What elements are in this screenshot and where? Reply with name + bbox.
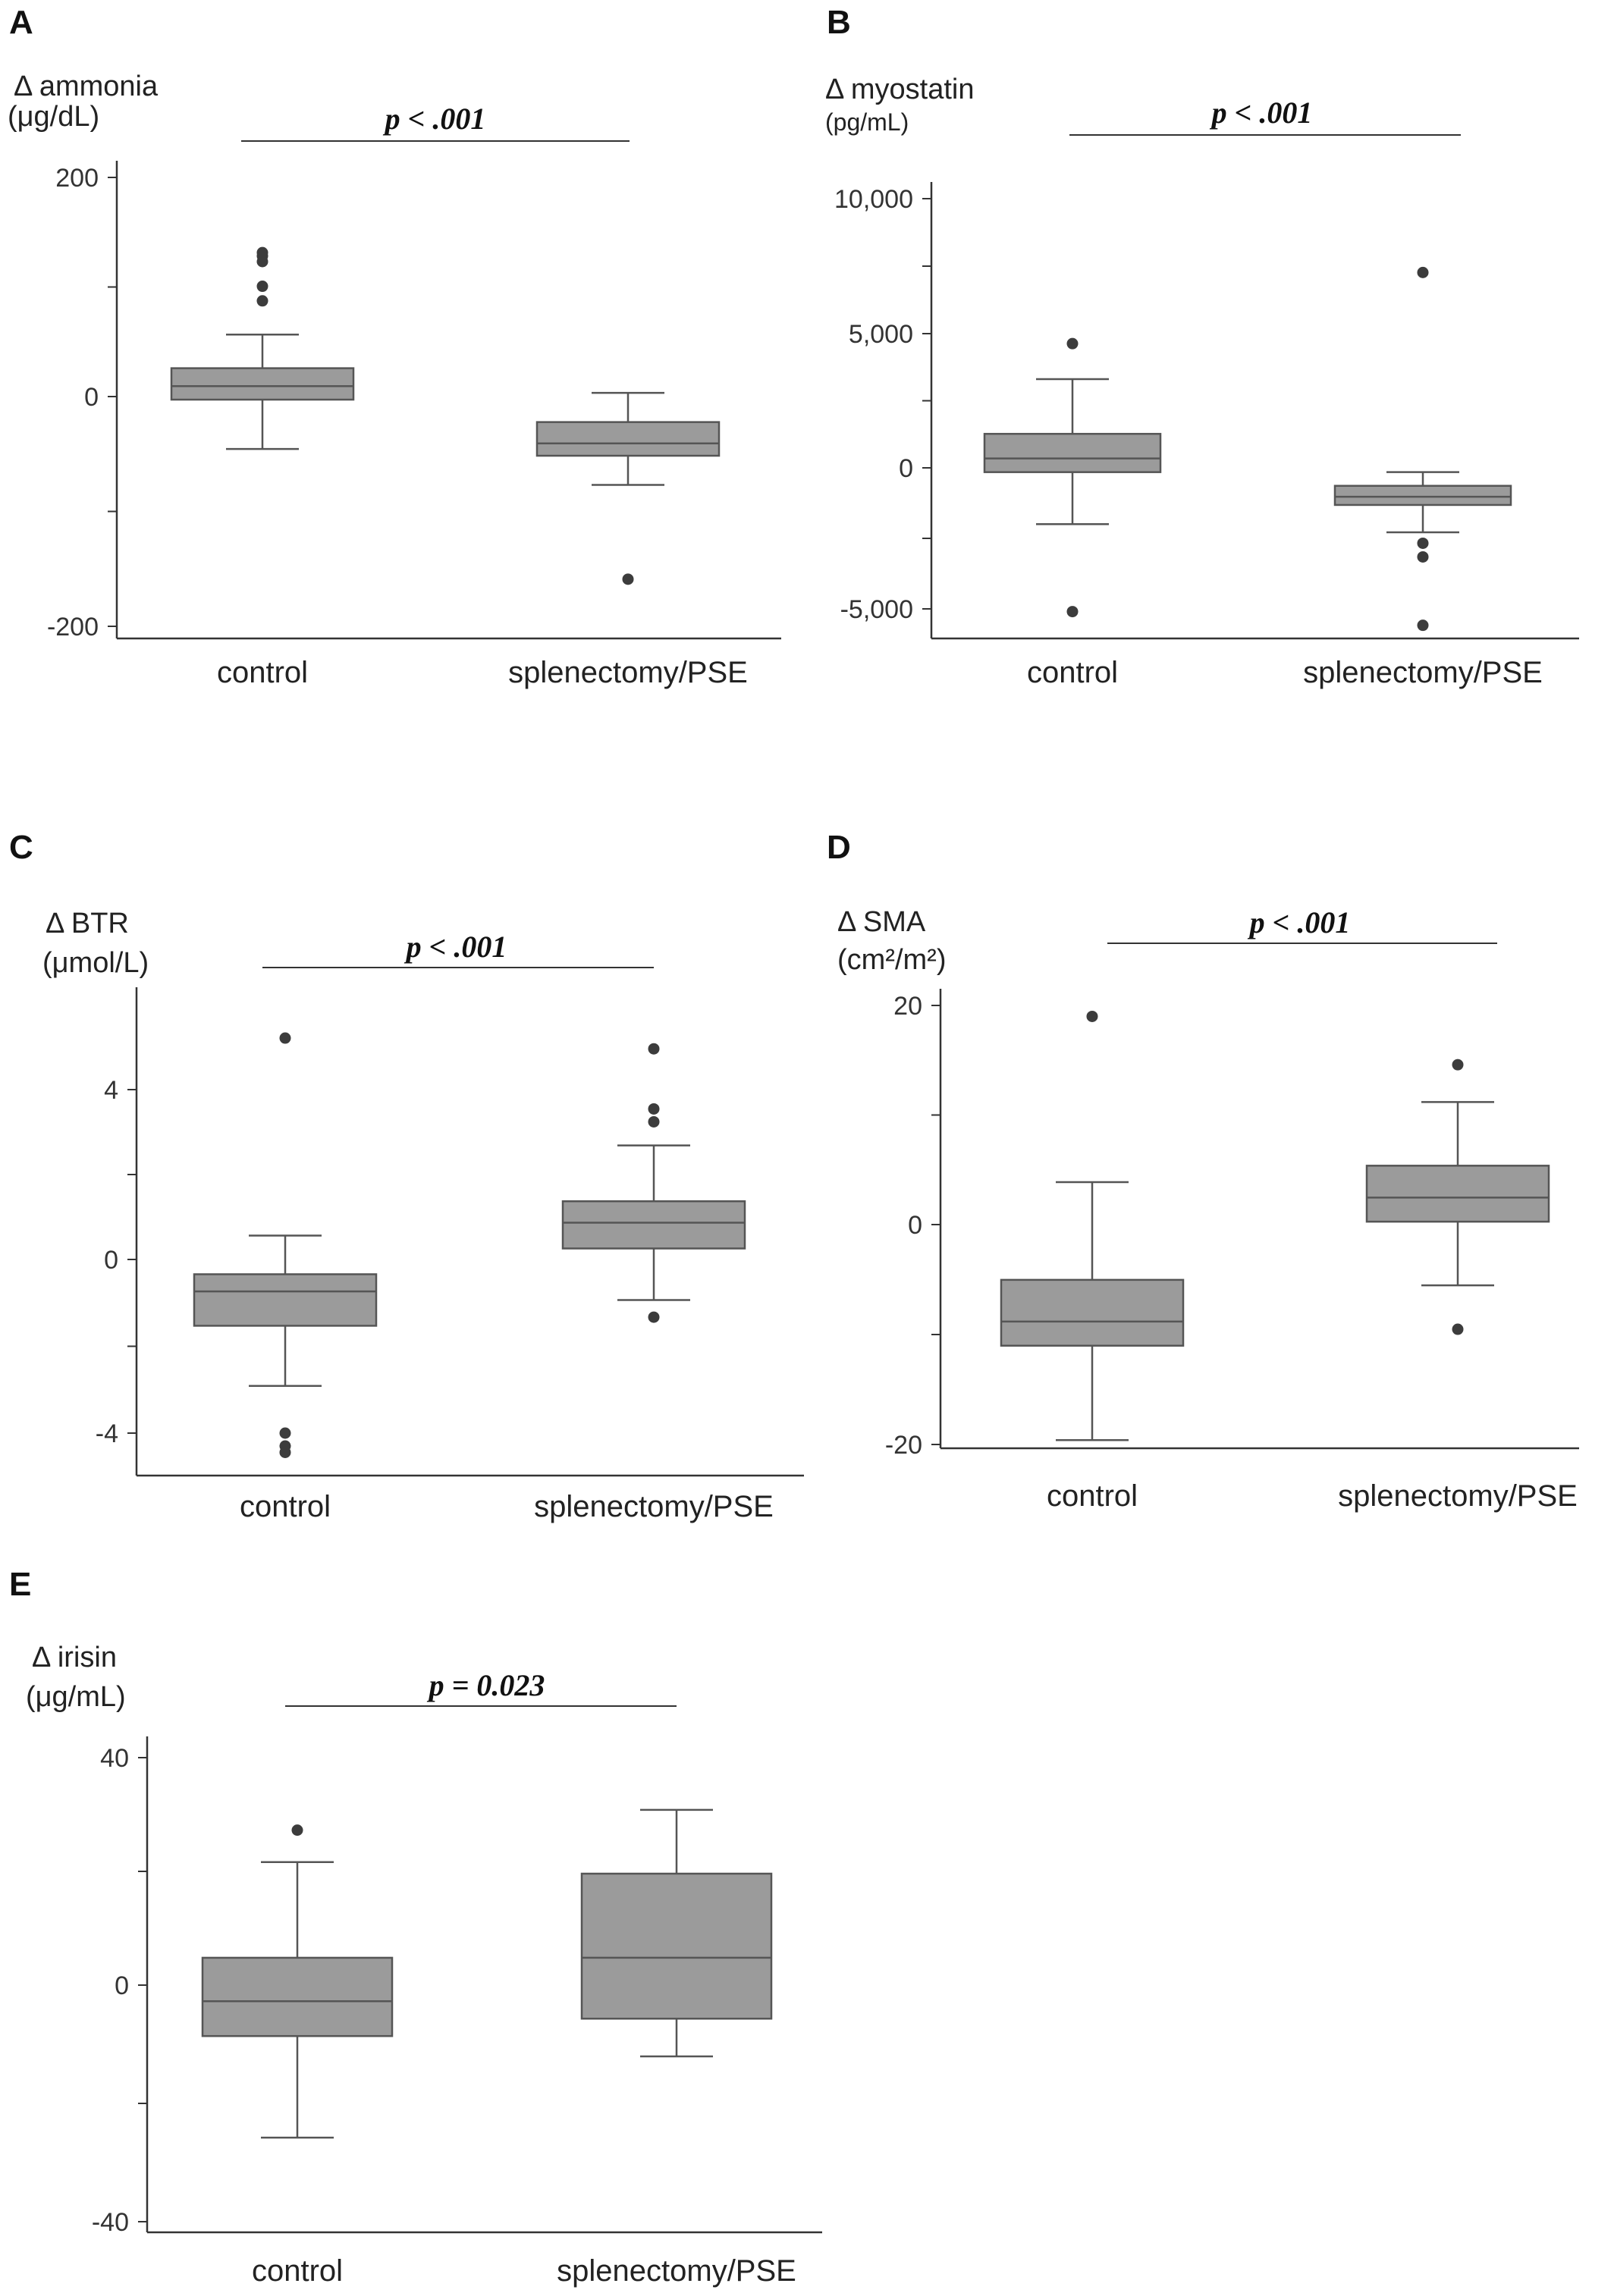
box-splenectomy-pse [535, 391, 721, 585]
panel-letter: A [9, 4, 33, 41]
p-value-label: p < .001 [404, 930, 507, 964]
y-tick-label: 0 [899, 454, 913, 483]
outlier-point [279, 1427, 291, 1439]
y-tick-label: 0 [84, 383, 99, 412]
category-label: control [217, 656, 308, 689]
box-splenectomy-pse [1365, 1059, 1550, 1335]
box-control [1000, 1010, 1185, 1441]
y-axis-unit: (μmol/L) [42, 947, 149, 979]
category-label: control [1047, 1479, 1138, 1513]
category-label: splenectomy/PSE [1338, 1479, 1578, 1513]
y-tick-label: -5,000 [840, 595, 913, 624]
outlier-point [648, 1103, 660, 1115]
y-tick-label: 40 [100, 1744, 129, 1773]
panel-letter: C [9, 829, 33, 866]
outlier-point [648, 1043, 660, 1055]
box-control [983, 337, 1162, 618]
panel-c: C Δ BTR (μmol/L) 4 0 -4 p < .001 control splenec… [9, 829, 804, 1523]
iqr-box [1333, 485, 1512, 507]
iqr-box [1000, 1278, 1185, 1347]
outlier-point [1452, 1323, 1464, 1335]
y-axis-label: Δ irisin [32, 1642, 117, 1673]
y-axis-label: Δ BTR [46, 908, 129, 939]
y-tick-label: -200 [47, 613, 99, 641]
y-tick-label: -4 [96, 1419, 118, 1448]
category-label: splenectomy/PSE [534, 1490, 774, 1523]
panel-e: E Δ irisin (μg/mL) 40 0 -40 p = 0.023 control sp… [9, 1566, 822, 2288]
category-label: splenectomy/PSE [1303, 656, 1543, 689]
y-axis-unit: (pg/mL) [825, 108, 909, 136]
y-tick-label: 10,000 [834, 185, 913, 214]
p-value-label: p = 0.023 [427, 1668, 545, 1702]
outlier-point [1066, 337, 1079, 350]
outlier-point [648, 1311, 660, 1323]
outlier-point [1417, 619, 1429, 632]
category-label: control [240, 1490, 331, 1523]
category-label: control [1027, 656, 1118, 689]
category-label: splenectomy/PSE [508, 656, 748, 689]
y-tick-label: 4 [104, 1076, 118, 1105]
y-tick-label: 20 [893, 992, 922, 1021]
y-tick-label: -40 [92, 2208, 129, 2237]
y-tick-label: 0 [115, 1971, 129, 2000]
outlier-point [648, 1115, 660, 1128]
outlier-point [256, 246, 268, 259]
y-tick-label: 200 [55, 164, 99, 193]
p-value-label: p < .001 [383, 102, 486, 136]
outlier-point [256, 295, 268, 307]
box-control [193, 1032, 378, 1458]
box-splenectomy-pse [1333, 266, 1512, 632]
outlier-point [1066, 606, 1079, 618]
p-value-label: p < .001 [1248, 905, 1351, 939]
box-control [201, 1824, 394, 2139]
y-tick-label: -20 [885, 1431, 922, 1460]
y-axis-label: Δ SMA [837, 906, 926, 938]
category-label: control [252, 2254, 343, 2288]
iqr-box [193, 1273, 378, 1327]
box-splenectomy-pse [561, 1043, 746, 1323]
panel-a: A Δ ammonia(μg/dL) 200 0 -200 p < .001 control… [8, 4, 781, 689]
panel-b: B Δ myostatin (pg/mL) 10,000 5,000 0 -5,000 p <… [825, 4, 1579, 689]
outlier-point [1417, 266, 1429, 278]
y-tick-label: 0 [104, 1246, 118, 1275]
box-splenectomy-pse [580, 1808, 773, 2058]
iqr-box [170, 367, 355, 401]
iqr-box [983, 432, 1162, 473]
outlier-point [1417, 550, 1429, 563]
y-tick-label: 5,000 [849, 320, 913, 349]
outlier-point [279, 1032, 291, 1044]
y-axis-unit: (cm²/m²) [837, 944, 946, 976]
p-value-label: p < .001 [1210, 96, 1313, 130]
outlier-point [279, 1446, 291, 1458]
y-tick-label: 0 [908, 1211, 922, 1240]
outlier-point [622, 573, 634, 585]
box-control [170, 246, 355, 450]
outlier-point [291, 1824, 303, 1836]
y-axis-label: Δ ammonia [14, 71, 159, 102]
y-axis-unit: (μg/mL) [26, 1681, 126, 1713]
iqr-box [580, 1872, 773, 2020]
outlier-point [1452, 1059, 1464, 1071]
y-axis-label: Δ myostatin [825, 74, 974, 105]
panel-letter: B [827, 4, 851, 41]
category-label: splenectomy/PSE [557, 2254, 796, 2288]
outlier-point [256, 281, 268, 293]
iqr-box [1365, 1165, 1550, 1223]
iqr-box [535, 421, 721, 457]
outlier-point [1086, 1010, 1098, 1022]
iqr-box [561, 1200, 746, 1250]
iqr-box [201, 1956, 394, 2037]
panel-letter: E [9, 1566, 31, 1603]
y-axis-unit: (μg/dL) [8, 101, 99, 133]
panel-d: D Δ SMA (cm²/m²) 20 0 -20 p < .001 control splen… [827, 829, 1579, 1513]
panel-letter: D [827, 829, 851, 866]
outlier-point [1417, 537, 1429, 549]
